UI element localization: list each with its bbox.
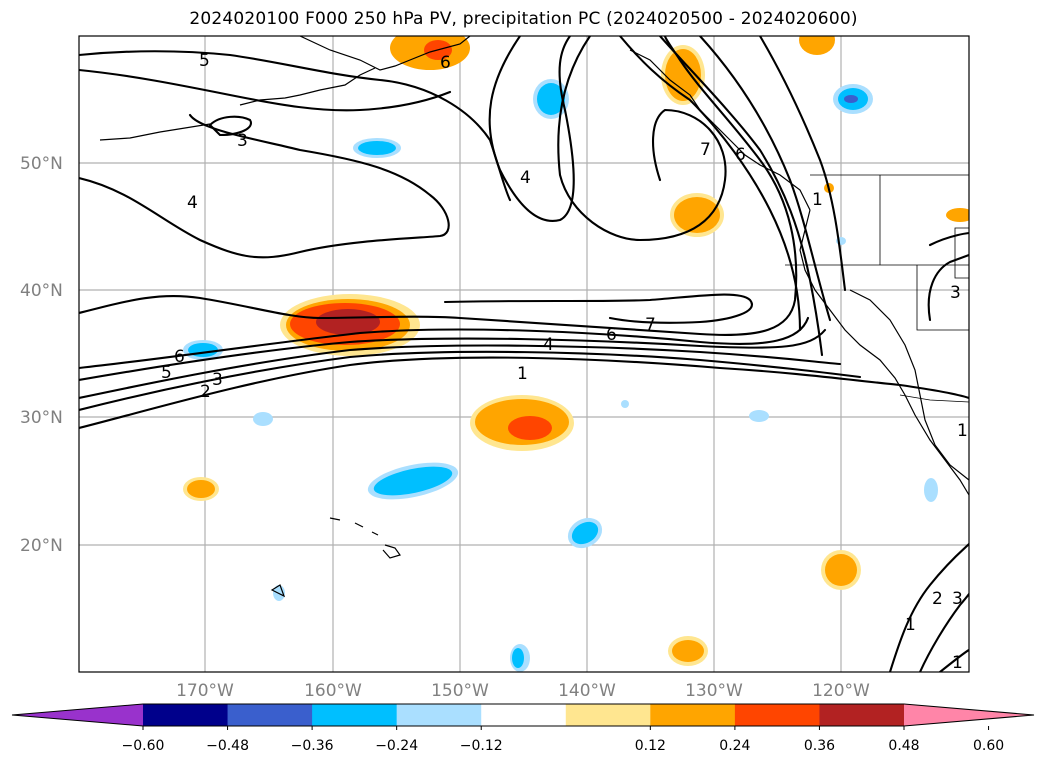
colorbar-tick-label: 0.36 [804,738,835,754]
lon-label: 160°W [304,681,362,701]
pv-contours [79,36,969,672]
colorbar-tick-label: −0.60 [122,738,165,754]
map-frame [78,35,970,673]
colorbar-tick-label: −0.24 [375,738,418,754]
lon-label: 130°W [685,681,743,701]
contour-labels: 5 3 4 6 4 7 6 7 6 4 1 5 3 2 6 1 1 2 3 1 … [161,51,968,673]
map-background [79,36,969,672]
colorbar-tick-label: 0.12 [635,738,666,754]
contour-label: 3 [237,131,248,151]
contour-label: 7 [645,315,656,335]
lat-label: 40°N [20,281,63,301]
colorbar-segment [650,704,736,726]
contour-label: 1 [812,190,823,210]
lon-axis-labels: 170°W 160°W 150°W 140°W 130°W 120°W [176,681,870,701]
lon-label: 140°W [558,681,616,701]
contour-label: 4 [543,335,554,355]
contour-label: 6 [440,53,451,73]
lat-label: 20°N [20,536,63,556]
contour-label: 2 [200,382,211,402]
contour-label: 6 [606,325,617,345]
colorbar-segment [565,704,651,726]
contour-label: 1 [952,653,963,673]
contour-label: 5 [161,363,172,383]
contour-label: 3 [950,283,961,303]
lon-label: 120°W [812,681,870,701]
colorbar-segment [227,704,313,726]
contour-label: 3 [952,589,963,609]
colorbar-extend-min [12,704,143,726]
contour-label: 6 [174,347,185,367]
colorbar: −0.60 −0.48 −0.36 −0.24 −0.12 0.12 0.24 0.36 0.4… [11,703,1035,754]
colorbar-tick-label: −0.36 [291,738,334,754]
contour-label: 7 [700,140,711,160]
lat-axis-labels: 50°N 40°N 30°N 20°N [20,154,63,556]
lon-label: 170°W [176,681,234,701]
colorbar-tick-label: 0.48 [888,738,919,754]
contour-label: 1 [517,364,528,384]
colorbar-tick-label: −0.48 [206,738,249,754]
contour-label: 5 [199,51,210,71]
colorbar-segment [396,704,482,726]
map-title: 2024020100 F000 250 hPa PV, precipitatio… [189,9,858,29]
contour-label: 3 [212,370,223,390]
colorbar-segment [481,704,567,726]
colorbar-segment [143,704,229,726]
contour-label: 4 [520,168,531,188]
colorbar-extend-max [904,704,1034,726]
colorbar-segment [312,704,398,726]
contour-label: 2 [932,589,943,609]
colorbar-tick-label: 0.24 [719,738,750,754]
colorbar-segment [734,704,820,726]
contour-label: 1 [905,615,916,635]
colorbar-segment [819,704,905,726]
lat-label: 30°N [20,408,63,428]
contour-label: 6 [735,145,746,165]
colorbar-tick-label: 0.60 [973,738,1004,754]
lat-label: 50°N [20,154,63,174]
colorbar-tick-label: −0.12 [460,738,503,754]
contour-label: 1 [957,421,968,441]
contour-label: 4 [187,193,198,213]
lon-label: 150°W [431,681,489,701]
